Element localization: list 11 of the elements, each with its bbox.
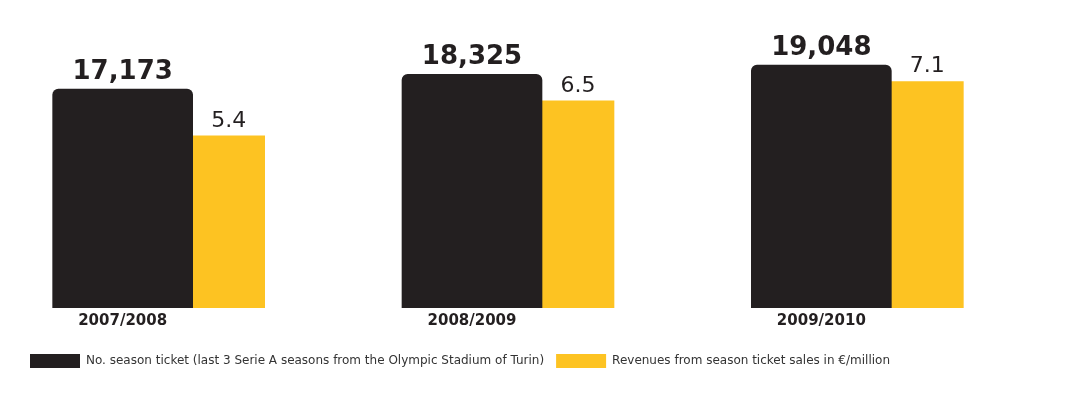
data-label: 6.5 [560, 71, 596, 97]
x-tick-label: 2007/2008 [78, 311, 168, 330]
legend-label: No. season ticket (last 3 Serie A seasons from the Olympic Stadium of Turin) [86, 353, 545, 368]
x-tick-label: 2008/2009 [427, 311, 517, 330]
data-label: 19,048 [771, 30, 872, 61]
x-tick-label: 2009/2010 [776, 311, 866, 330]
data-label: 18,325 [421, 40, 523, 71]
data-label: 7.1 [909, 52, 945, 78]
data-label: 17,173 [72, 54, 173, 85]
data-label: 5.4 [211, 106, 247, 132]
legend-label: Revenues from season ticket sales in €/million [612, 353, 891, 368]
